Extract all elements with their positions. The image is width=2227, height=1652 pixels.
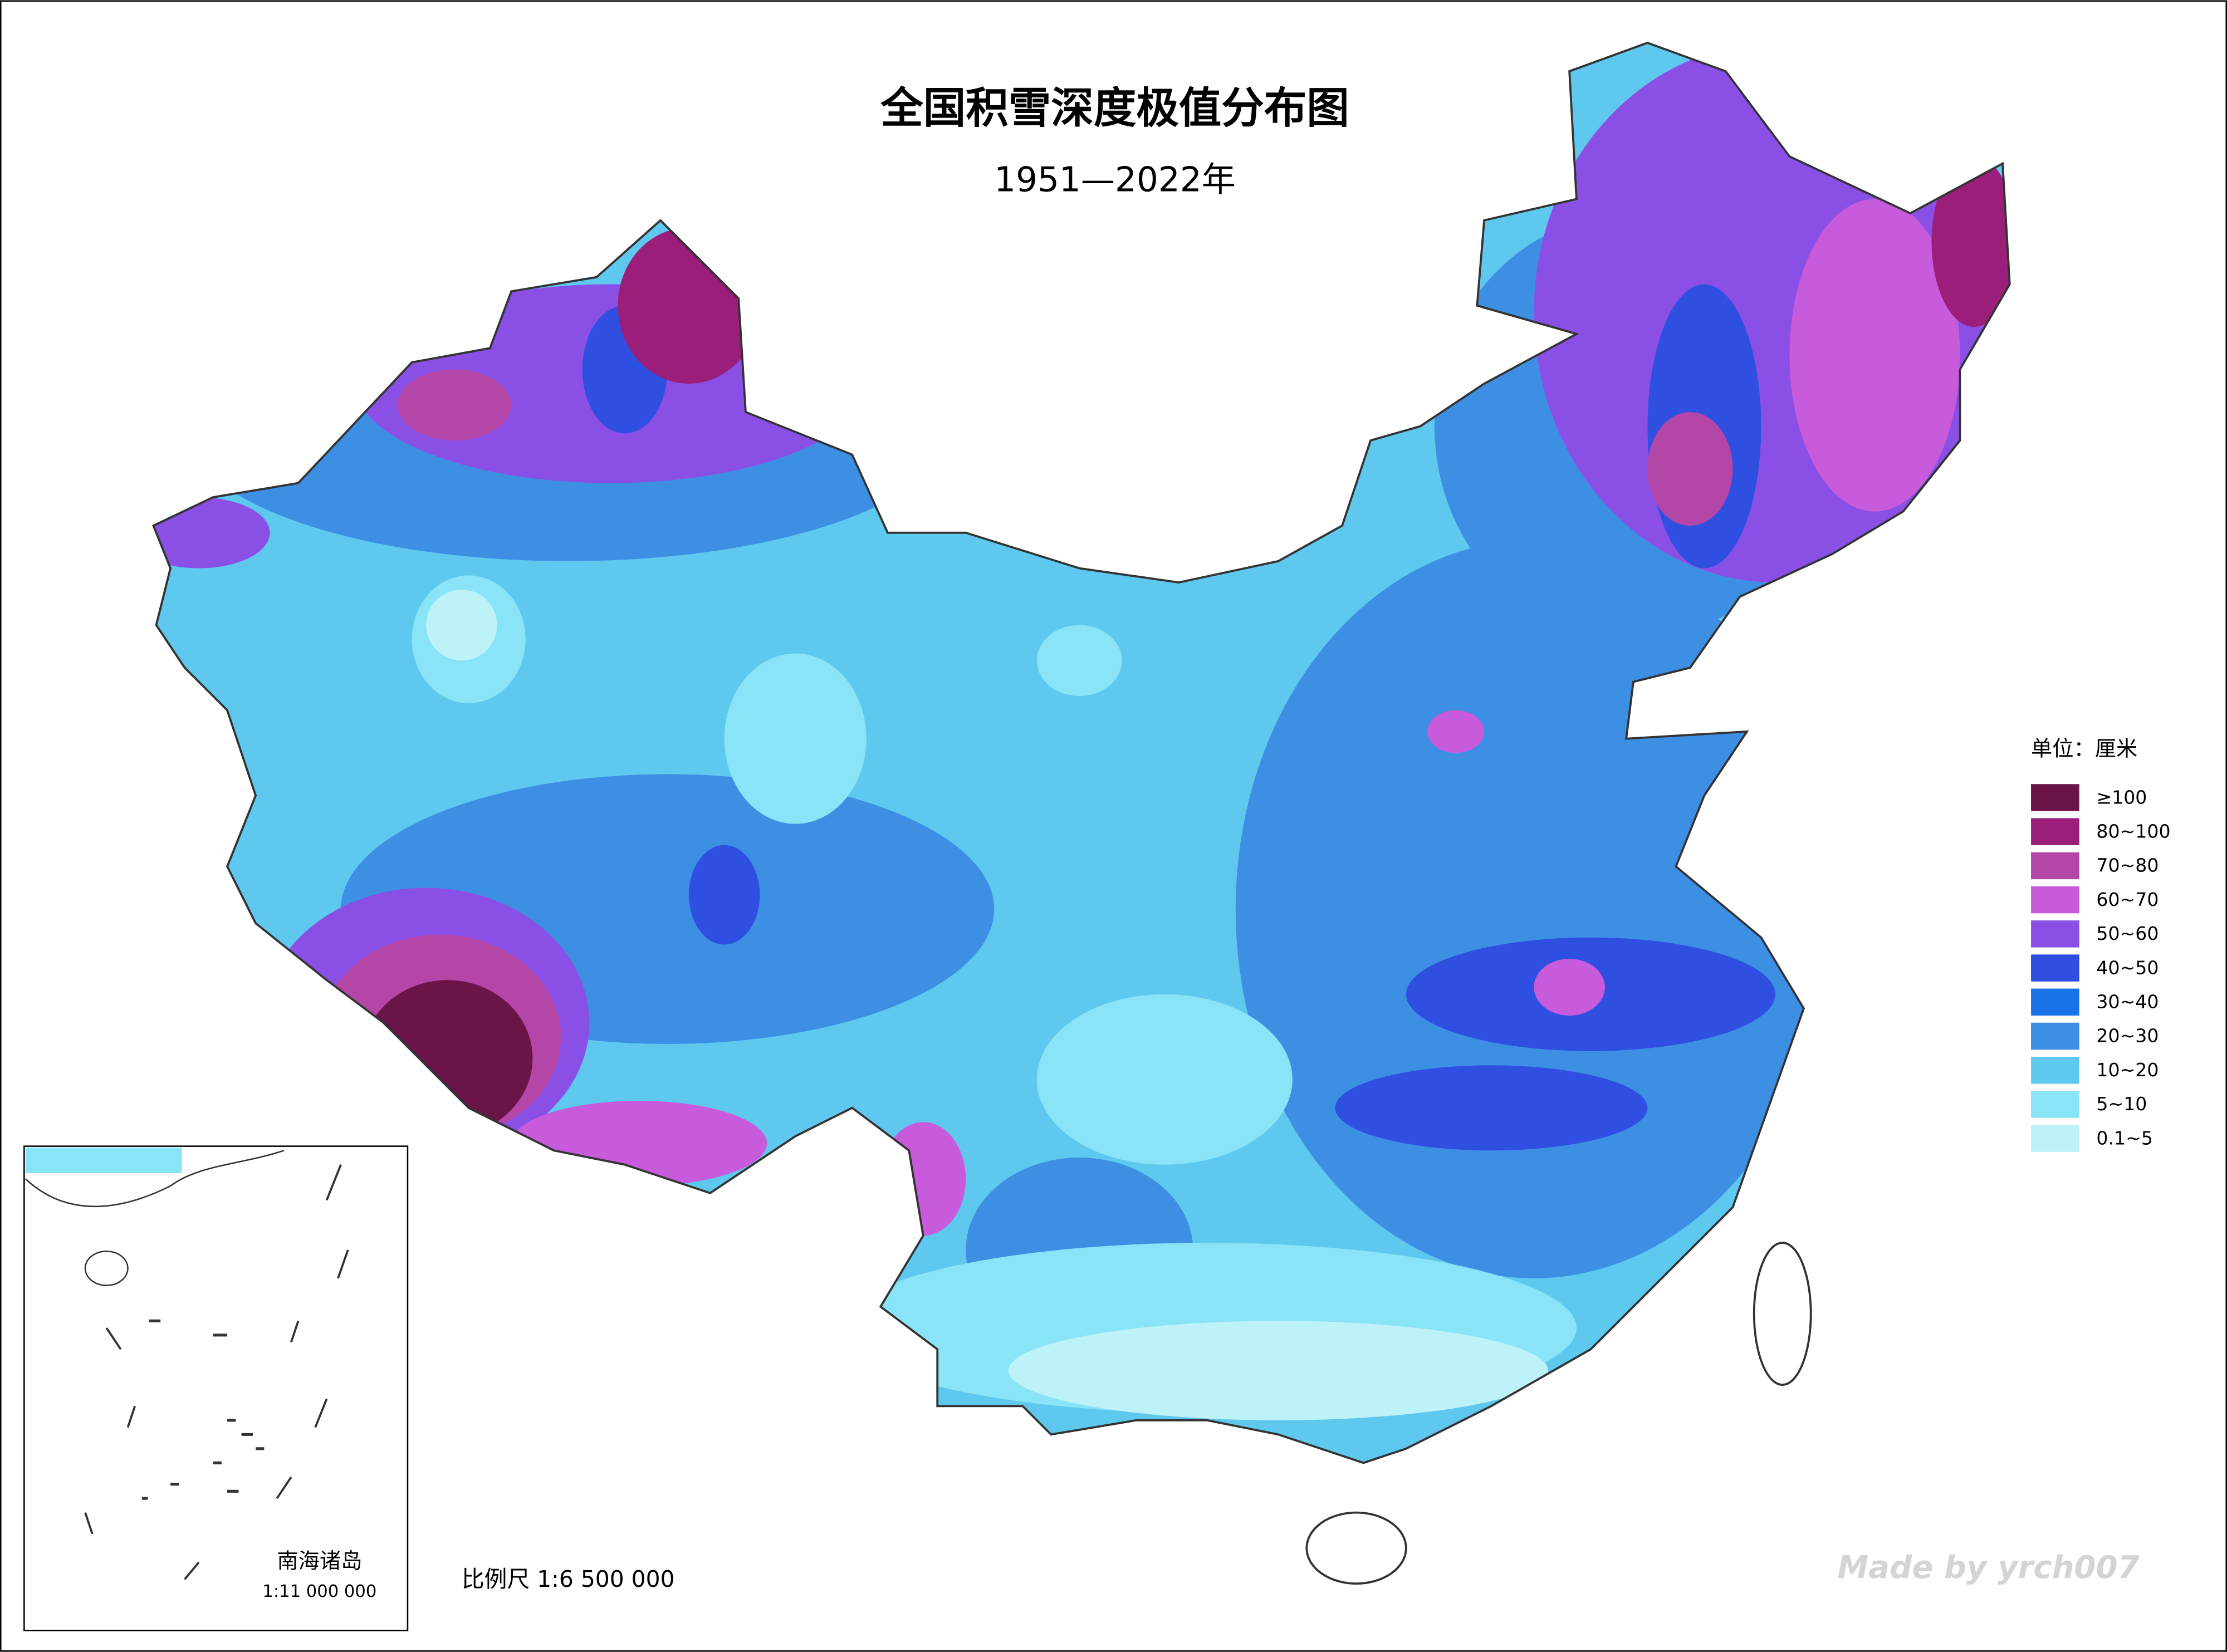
legend-label: 70~80 [2096, 855, 2159, 876]
legend-label: 0.1~5 [2096, 1127, 2153, 1149]
legend-label: 5~10 [2096, 1093, 2147, 1115]
legend-swatch [2031, 852, 2079, 880]
legend-label: 10~20 [2096, 1059, 2159, 1081]
zone [1036, 625, 1122, 697]
title: 全国积雪深度极值分布图 [880, 84, 1349, 133]
zone [724, 653, 867, 824]
legend-swatch [2031, 1022, 2079, 1050]
legend-swatch [2031, 920, 2079, 948]
scale: 比例尺 1:6 500 000 [462, 1566, 675, 1592]
zone [1427, 710, 1485, 753]
zone [1931, 156, 2010, 327]
legend-label: 60~70 [2096, 889, 2159, 910]
legend: 单位：厘米 ≥100 80~100 70~80 60~70 50~60 40~50 30~4… [2031, 737, 2171, 1152]
legend-label: 30~40 [2096, 991, 2159, 1013]
legend-label: ≥100 [2096, 786, 2147, 808]
inset-islands [142, 1319, 265, 1500]
inset-frame [23, 1145, 409, 1631]
legend-label: 50~60 [2096, 923, 2159, 944]
legend-label: 40~50 [2096, 957, 2159, 978]
inset-snow [25, 1148, 182, 1174]
hainan [1305, 1511, 1407, 1585]
inset-coast [25, 1150, 285, 1207]
zone [1008, 1321, 1548, 1420]
legend-title: 单位：厘米 [2031, 737, 2137, 762]
legend-swatch [2031, 1125, 2079, 1152]
zone [1335, 1065, 1648, 1151]
zone [1036, 994, 1293, 1165]
zone [426, 589, 497, 661]
zone [1534, 958, 1605, 1016]
legend-swatch [2031, 1091, 2079, 1118]
subtitle: 1951—2022年 [994, 160, 1236, 199]
legend-swatch [2031, 1056, 2079, 1084]
legend-label: 80~100 [2096, 820, 2170, 842]
inset-boundary [84, 1164, 349, 1580]
inset-scale: 1:11 000 000 [262, 1582, 376, 1601]
inset-title: 南海诸岛 [277, 1548, 362, 1573]
zone [688, 845, 760, 945]
watermark: Made by yrch007 [1837, 1550, 2139, 1586]
zone [1647, 412, 1733, 526]
legend-swatch [2031, 818, 2079, 845]
legend-swatch [2031, 886, 2079, 914]
legend-label: 20~30 [2096, 1025, 2159, 1047]
legend-swatch [2031, 954, 2079, 982]
zone [398, 369, 512, 441]
zone [1789, 199, 1960, 512]
legend-swatch [2031, 988, 2079, 1016]
inset: 南海诸岛 1:11 000 000 [23, 1145, 409, 1631]
inset-island [84, 1251, 129, 1286]
legend-swatch [2031, 784, 2079, 811]
taiwan [1753, 1242, 1812, 1386]
